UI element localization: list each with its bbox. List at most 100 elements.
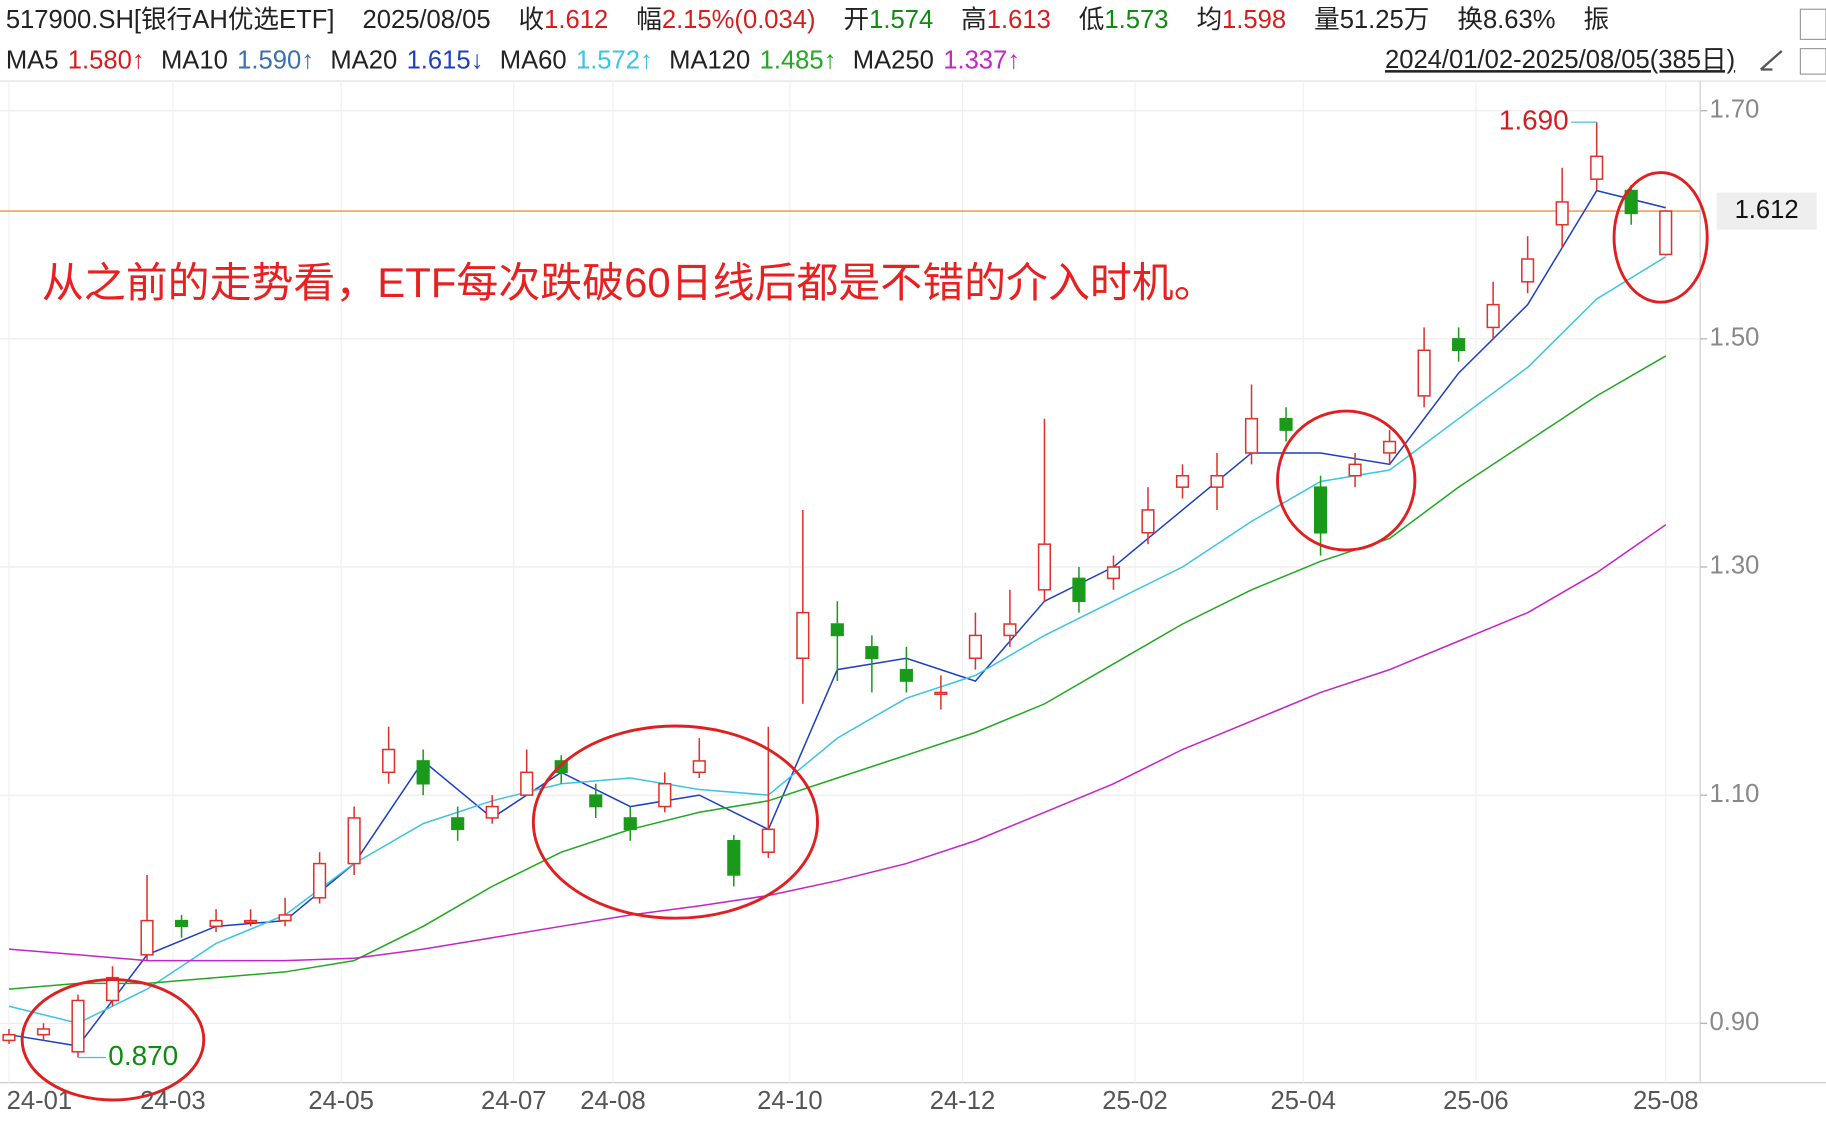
quote-value: 8.63%: [1483, 6, 1556, 34]
candle-body: [1417, 349, 1431, 397]
candle-body: [382, 748, 396, 774]
candle-body: [416, 760, 430, 785]
x-tick-label: 25-08: [1633, 1087, 1698, 1115]
quote-label: 517900.SH[银行AH优选ETF]: [6, 6, 335, 34]
quote-label: 收: [519, 6, 545, 34]
candle-body: [1313, 486, 1328, 534]
x-tick-label: 24-08: [580, 1087, 645, 1115]
x-tick-label: 25-02: [1102, 1087, 1167, 1115]
quote-label: 低: [1079, 6, 1105, 34]
x-tick-label: 24-12: [930, 1087, 995, 1115]
quote-value: 1.574: [869, 6, 933, 34]
legend-name: MA20: [330, 46, 397, 74]
candle-body: [71, 999, 85, 1053]
candle-body: [1279, 417, 1293, 431]
ma-line: [8, 524, 1667, 962]
quote-label: 换: [1457, 6, 1483, 34]
y-tick-label: 1.30: [1710, 552, 1760, 580]
plot-area: 0.90 1.10 1.30 1.50 1.70 24-01 24-03 24-05 24-07…: [0, 81, 1817, 1115]
quote-value: 2.15%(0.034): [662, 6, 816, 34]
candle-body: [1210, 474, 1224, 488]
y-tick-label: 1.70: [1710, 96, 1760, 124]
candle-body: [692, 760, 706, 774]
quote-label: 高: [961, 6, 987, 34]
candle-body: [830, 623, 844, 637]
circle-annotation: [531, 724, 819, 920]
quote-line: 517900.SH[银行AH优选ETF] 2025/08/05 收1.612 幅2.1…: [6, 6, 1609, 34]
candle-body: [589, 794, 603, 808]
candle-body: [278, 914, 292, 922]
candle-body: [1037, 543, 1052, 591]
x-tick-label: 24-03: [140, 1087, 205, 1115]
candle-body: [727, 840, 741, 876]
x-tick-label: 24-05: [308, 1087, 373, 1115]
legend-name: MA120: [669, 46, 750, 74]
candle-body: [1521, 258, 1535, 283]
circle-annotation: [1276, 409, 1417, 552]
candle-body: [520, 771, 534, 796]
candle-body: [485, 805, 499, 819]
candle-body: [36, 1028, 51, 1036]
candle-body: [899, 668, 913, 682]
x-tick-label: 25-06: [1443, 1087, 1508, 1115]
candle-body: [1141, 509, 1155, 534]
extreme-label: 0.870: [108, 1040, 178, 1071]
quote-label: 2025/08/05: [362, 6, 490, 34]
circle-annotation: [1612, 171, 1709, 304]
candle-body: [2, 1033, 16, 1042]
quote-value: 1.613: [987, 6, 1051, 34]
y-tick-label: 0.90: [1710, 1008, 1760, 1036]
candle-body: [1590, 155, 1604, 180]
quote-label: 均: [1196, 6, 1222, 34]
quote-value: 1.612: [544, 6, 608, 34]
candle-body: [451, 817, 465, 831]
candle-body: [796, 611, 810, 660]
last-price-label: 1.612: [1735, 196, 1799, 224]
y-tick-label: 1.50: [1710, 324, 1760, 352]
legend-name: MA60: [500, 46, 567, 74]
x-tick-label: 24-10: [757, 1087, 822, 1115]
candle-body: [761, 828, 775, 853]
candle-body: [1244, 417, 1259, 454]
legend-name: MA5: [6, 46, 59, 74]
candle-body: [1555, 201, 1569, 226]
quote-label: 开: [844, 6, 870, 34]
candle-body: [1106, 566, 1121, 580]
quote-value: 1.573: [1104, 6, 1168, 34]
date-range[interactable]: 2024/01/02-2025/08/05(385日): [1385, 46, 1735, 74]
circle-annotation: [20, 978, 206, 1102]
candle-body: [347, 817, 361, 865]
candle-body: [1175, 474, 1190, 488]
quote-value: 1.598: [1222, 6, 1286, 34]
y-tick-label: 1.10: [1710, 780, 1760, 808]
candle-body: [934, 691, 948, 695]
candle-body: [209, 919, 223, 928]
candle-body: [865, 646, 879, 660]
x-tick-label: 24-07: [481, 1087, 546, 1115]
legend-name: MA10: [161, 46, 228, 74]
ma-line: [8, 355, 1667, 990]
legend-name: MA250: [853, 46, 934, 74]
legend-value: 1.590↑: [237, 46, 314, 74]
candle-body: [1003, 623, 1017, 637]
dropdown-icon[interactable]: [1760, 50, 1783, 71]
candle-body: [1452, 338, 1466, 352]
x-tick-label: 25-04: [1271, 1087, 1336, 1115]
legend-value: 1.485↑: [760, 46, 837, 74]
candle-body: [1486, 303, 1500, 329]
candle-body: [174, 919, 189, 928]
quote-label: 幅: [636, 6, 662, 34]
quote-label: 振: [1584, 6, 1610, 34]
candle-body: [244, 919, 258, 924]
candle-body: [105, 976, 120, 1002]
candle-body: [1072, 577, 1086, 602]
x-tick-label: 24-01: [7, 1087, 72, 1115]
candle-body: [1383, 440, 1397, 454]
legend-value: 1.337↑: [943, 46, 1020, 74]
candle-body: [658, 782, 672, 808]
extreme-label: 1.690: [1499, 105, 1569, 136]
quote-value: 51.25万: [1340, 6, 1430, 34]
candle-body: [968, 634, 982, 660]
candle-body: [313, 862, 327, 899]
